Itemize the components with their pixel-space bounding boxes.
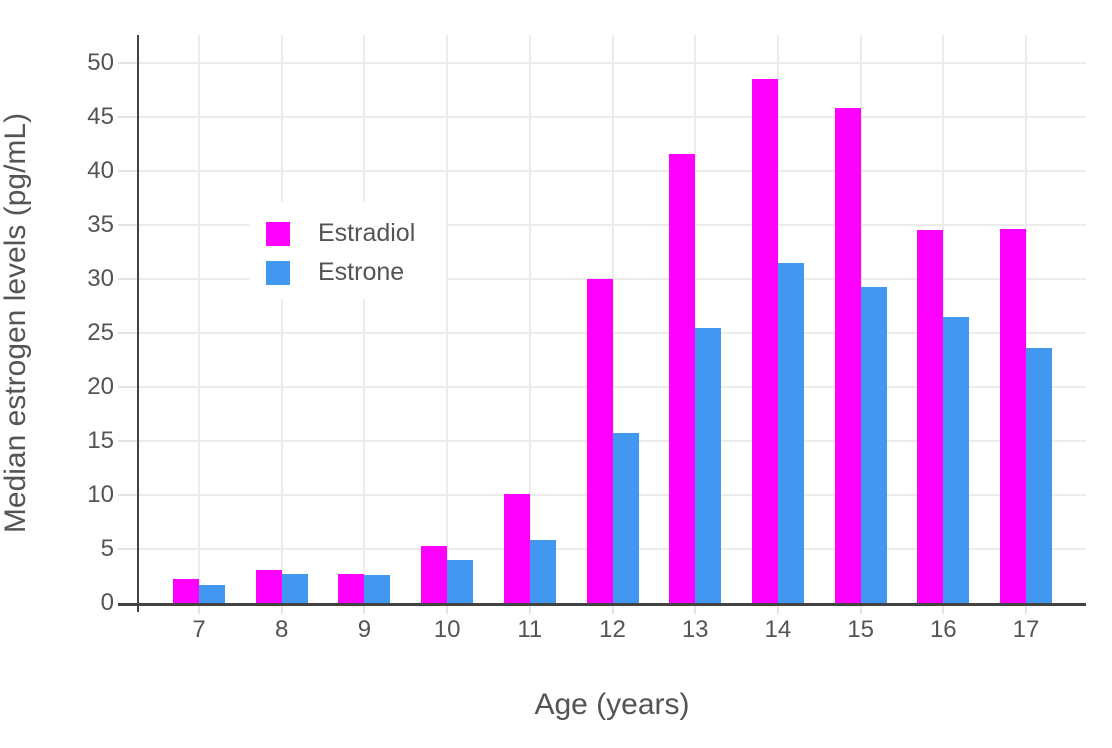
y-tick-label: 15: [87, 427, 114, 454]
x-axis-tick: [198, 605, 200, 614]
legend-swatch-estradiol: [266, 221, 290, 246]
y-tick-label: 35: [87, 211, 114, 238]
x-axis-tick: [528, 605, 531, 614]
legend-label-estradiol: Estradiol: [318, 219, 416, 247]
bar-estrone-age-11[interactable]: [529, 540, 556, 603]
x-axis-title: Age (years): [534, 688, 690, 721]
legend-swatch-estrone: [266, 260, 290, 285]
bar-estrone-age-7[interactable]: [199, 584, 225, 603]
v-gridline: [611, 35, 614, 603]
bar-estrone-age-13[interactable]: [695, 327, 722, 603]
bar-estradiol-age-17[interactable]: [1000, 229, 1026, 603]
x-axis-tick: [1025, 605, 1027, 614]
bar-estrone-age-16[interactable]: [943, 316, 970, 603]
legend: Estradiol Estrone: [249, 202, 446, 299]
x-tick-label: 7: [192, 616, 206, 643]
y-axis-tick: [118, 224, 139, 226]
bar-estrone-age-12[interactable]: [612, 433, 639, 603]
v-gridline: [528, 35, 531, 603]
y-tick-label: 45: [87, 103, 114, 130]
bar-estradiol-age-15[interactable]: [834, 108, 861, 603]
y-tick-label: 30: [87, 265, 114, 292]
legend-item-estradiol[interactable]: Estradiol: [266, 219, 446, 248]
bar-estradiol-age-14[interactable]: [751, 79, 778, 603]
legend-label-estrone: Estrone: [318, 258, 405, 286]
legend-item-estrone[interactable]: Estrone: [266, 258, 446, 287]
bar-estradiol-age-10[interactable]: [421, 545, 448, 603]
x-axis-line: [118, 603, 1086, 606]
h-gridline: [139, 386, 1086, 388]
y-axis-title: Median estrogen levels (pg/mL): [0, 112, 32, 534]
x-axis-tick: [611, 605, 614, 614]
x-tick-label: 15: [847, 616, 874, 643]
y-axis-tick: [118, 494, 139, 496]
h-gridline: [139, 224, 1086, 226]
x-axis-tick: [363, 605, 366, 614]
y-tick-label: 5: [100, 535, 114, 562]
v-gridline: [694, 35, 697, 603]
bar-estradiol-age-8[interactable]: [255, 569, 282, 603]
bar-estrone-age-14[interactable]: [777, 262, 804, 603]
y-tick-label: 50: [87, 49, 114, 76]
y-tick-label: 0: [100, 589, 114, 616]
y-tick-label: 25: [87, 319, 114, 346]
v-gridline: [446, 35, 449, 603]
h-gridline: [139, 332, 1086, 334]
h-gridline: [139, 170, 1086, 172]
bar-estradiol-age-13[interactable]: [669, 153, 696, 603]
y-axis-tick: [118, 62, 139, 64]
v-gridline: [280, 35, 283, 603]
x-tick-label: 14: [764, 616, 792, 643]
h-gridline: [139, 116, 1086, 118]
y-axis-tick: [118, 332, 139, 334]
x-axis-tick: [776, 605, 779, 614]
bar-estrone-age-10[interactable]: [447, 559, 474, 603]
x-axis-tick: [942, 605, 945, 614]
x-tick-label: 13: [681, 616, 709, 643]
x-tick-label: 10: [433, 616, 461, 643]
v-gridline: [1025, 35, 1027, 603]
bar-estradiol-age-7[interactable]: [173, 579, 199, 603]
y-axis-tick: [118, 278, 139, 280]
x-axis-tick: [859, 605, 862, 614]
y-tick-label: 20: [87, 373, 114, 400]
h-gridline: [139, 62, 1086, 64]
bar-estradiol-age-9[interactable]: [338, 573, 365, 603]
v-gridline: [363, 35, 366, 603]
h-gridline: [139, 278, 1086, 280]
y-tick-label: 40: [87, 157, 114, 184]
x-tick-label: 11: [517, 616, 543, 643]
y-axis-line: [136, 35, 139, 612]
bar-estradiol-age-12[interactable]: [586, 279, 613, 603]
x-axis-tick: [446, 605, 449, 614]
x-tick-label: 17: [1012, 616, 1040, 643]
bar-estrone-age-17[interactable]: [1026, 348, 1052, 603]
x-tick-label: 12: [599, 616, 626, 643]
y-axis-tick: [118, 548, 139, 550]
y-axis-tick: [118, 440, 139, 442]
y-axis-tick: [118, 170, 139, 172]
bar-estrone-age-8[interactable]: [281, 573, 308, 603]
y-axis-tick: [118, 386, 139, 388]
x-tick-label: 8: [275, 616, 289, 643]
x-axis-tick: [694, 605, 697, 614]
x-tick-label: 16: [929, 616, 957, 643]
v-gridline: [198, 35, 200, 603]
x-tick-label: 9: [357, 616, 372, 643]
x-axis-tick: [280, 605, 283, 614]
bar-estrone-age-15[interactable]: [860, 286, 887, 603]
y-axis-tick: [118, 116, 139, 118]
bar-estradiol-age-11[interactable]: [503, 493, 530, 603]
y-tick-label: 10: [87, 481, 114, 508]
bar-estradiol-age-16[interactable]: [917, 230, 944, 603]
bar-estrone-age-9[interactable]: [364, 574, 391, 603]
